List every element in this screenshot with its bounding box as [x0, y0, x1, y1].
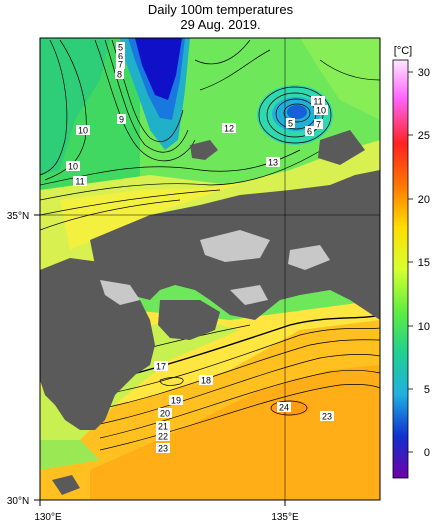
colorbar-tick: 5 [424, 384, 430, 396]
contour-label: 10 [76, 125, 90, 136]
svg-text:10: 10 [316, 106, 326, 116]
contour-label: 5 [286, 118, 295, 129]
svg-text:7: 7 [316, 120, 321, 130]
inland-water [100, 230, 330, 305]
contour-label: 19 [169, 395, 183, 406]
contour-label: 24 [277, 402, 291, 413]
contour-label: 5 [116, 42, 125, 53]
map-frame [39, 37, 381, 501]
contour-label: 10 [66, 161, 80, 172]
lat-label-35: 35°N [7, 211, 29, 222]
contour-label: 7 [116, 59, 125, 70]
lon-label-135: 135°E [271, 512, 299, 523]
contour-label: 21 [156, 421, 170, 432]
contour-label: 10 [314, 105, 328, 116]
contour-label: 17 [154, 361, 168, 372]
svg-text:22: 22 [158, 432, 168, 442]
contour-label: 23 [156, 443, 170, 454]
svg-text:5: 5 [288, 119, 293, 129]
contour-labels: 5 6 7 8 9 10 10 11 12 13 11 10 5 6 7 17 … [66, 42, 334, 454]
colorbar-tick: 25 [418, 130, 430, 142]
lat-label-30: 30°N [7, 496, 29, 507]
svg-text:5: 5 [118, 43, 123, 53]
svg-text:20: 20 [160, 409, 170, 419]
svg-text:10: 10 [78, 126, 88, 136]
svg-text:24: 24 [279, 403, 289, 413]
svg-text:11: 11 [313, 97, 322, 107]
colorbar-tick: 10 [418, 321, 430, 333]
svg-text:18: 18 [201, 376, 211, 386]
contour-label: 6 [116, 51, 125, 62]
lon-label-130: 130°E [34, 512, 62, 523]
svg-text:6: 6 [307, 127, 312, 137]
contour-label: 22 [156, 431, 170, 442]
svg-text:23: 23 [158, 444, 168, 454]
sea-temperature-field [40, 38, 380, 500]
colorbar-scale [392, 59, 409, 479]
contour-label: 7 [314, 119, 323, 130]
svg-text:8: 8 [117, 70, 122, 80]
colorbar-tick: 30 [418, 67, 430, 79]
contour-label: 11 [311, 96, 325, 107]
graticule [40, 38, 380, 500]
map-date: 29 Aug. 2019. [180, 17, 261, 32]
contour-label: 11 [73, 176, 87, 187]
contour-label: 6 [305, 126, 314, 137]
svg-text:12: 12 [224, 124, 234, 134]
svg-text:11: 11 [75, 177, 84, 187]
map-title: Daily 100m temperatures [147, 2, 294, 17]
colorbar-tick: 0 [424, 447, 430, 459]
colorbar-tick: 20 [418, 194, 430, 206]
svg-text:13: 13 [268, 158, 278, 168]
svg-text:9: 9 [119, 115, 124, 125]
contour-label: 18 [199, 375, 213, 386]
colorbar: [°C] 30 25 20 15 10 5 0 [392, 45, 430, 479]
svg-text:19: 19 [171, 396, 181, 406]
svg-text:21: 21 [158, 422, 168, 432]
contour-label: 23 [320, 411, 334, 422]
colorbar-unit: [°C] [394, 45, 412, 57]
contour-label: 9 [117, 114, 126, 125]
svg-text:23: 23 [322, 412, 332, 422]
colorbar-tick: 15 [418, 257, 430, 269]
contour-label: 8 [115, 69, 124, 80]
svg-text:10: 10 [68, 162, 78, 172]
svg-text:6: 6 [118, 52, 123, 62]
svg-text:7: 7 [118, 60, 123, 70]
contour-label: 12 [222, 123, 236, 134]
contour-label: 20 [158, 408, 172, 419]
contour-label: 13 [266, 157, 280, 168]
svg-text:17: 17 [156, 362, 166, 372]
